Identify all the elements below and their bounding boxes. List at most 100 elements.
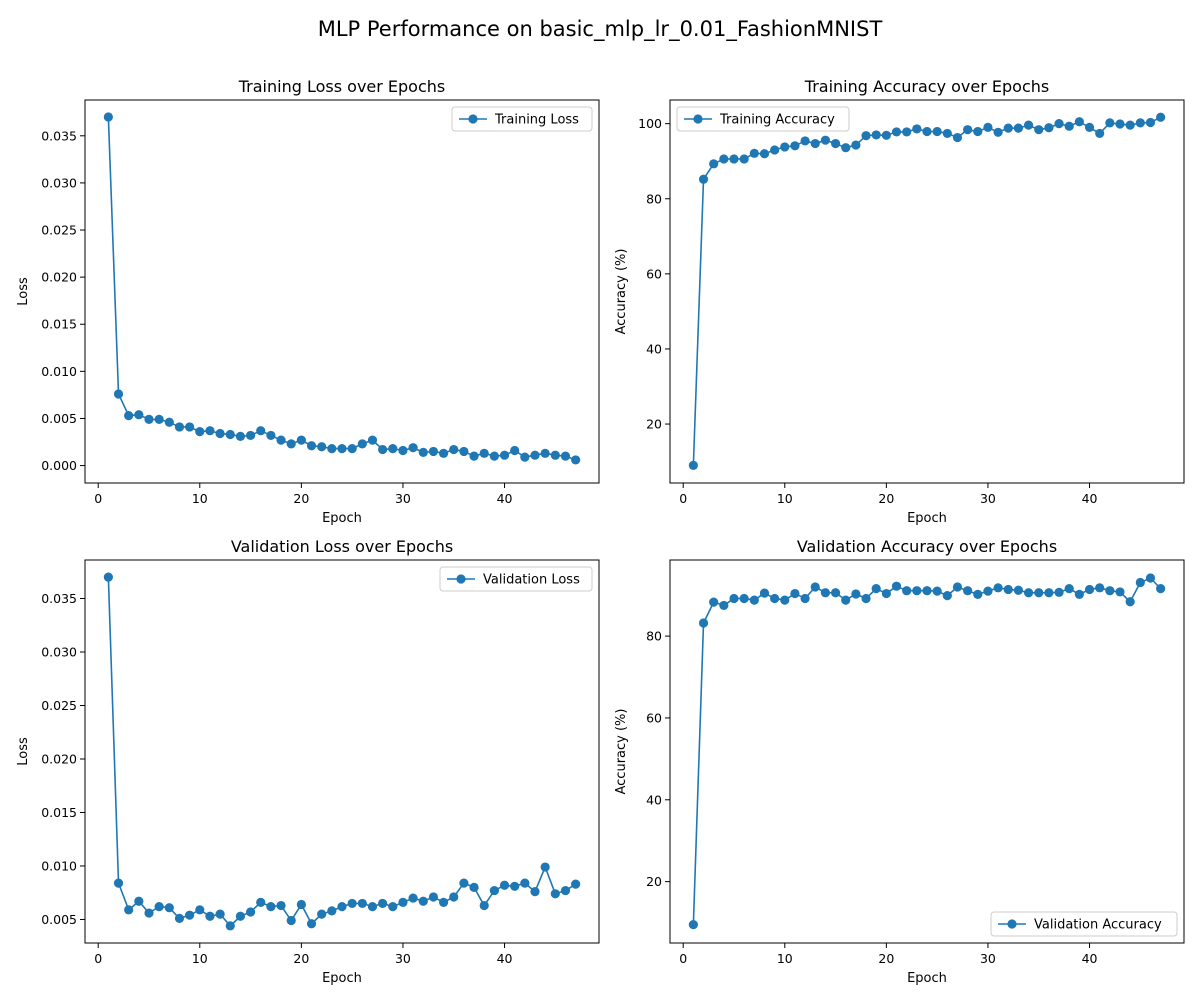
data-point xyxy=(205,426,215,436)
data-point xyxy=(830,138,841,149)
data-point xyxy=(719,600,729,611)
subplot-2: Training Accuracy over Epochs 0 10 20 30 40 20… xyxy=(614,77,1185,526)
data-point xyxy=(790,141,800,151)
legend: Validation Loss xyxy=(439,566,593,592)
x-tick-label: 0 xyxy=(94,491,102,506)
legend-marker xyxy=(1007,919,1017,929)
data-point xyxy=(154,414,164,425)
x-tick-label: 0 xyxy=(94,951,102,966)
data-point xyxy=(337,902,347,912)
legend: Training Accuracy xyxy=(676,106,850,132)
subplot-title: Validation Loss over Epochs xyxy=(231,537,453,556)
data-point xyxy=(317,442,327,452)
data-point xyxy=(912,586,922,596)
y-tick-label: 0.035 xyxy=(41,591,77,606)
data-point xyxy=(1044,123,1054,133)
data-point xyxy=(195,905,205,915)
data-point xyxy=(418,896,428,906)
data-point xyxy=(1135,118,1145,128)
data-point xyxy=(912,124,922,134)
y-axis-label: Accuracy (%) xyxy=(614,249,629,335)
data-point xyxy=(113,389,124,399)
x-tick-label: 10 xyxy=(192,491,208,506)
data-point xyxy=(296,435,306,445)
subplot-title: Validation Accuracy over Epochs xyxy=(797,537,1057,556)
y-tick-label: 0.030 xyxy=(41,175,77,190)
data-point xyxy=(902,586,912,596)
legend-label: Training Loss xyxy=(494,113,579,128)
data-point xyxy=(698,174,709,184)
x-tick-label: 20 xyxy=(293,951,309,966)
subplot-1: Training Loss over Epochs 0 10 20 30 40 0.000 0… xyxy=(16,77,600,526)
data-point xyxy=(759,149,770,159)
y-tick-label: 0.025 xyxy=(41,223,77,238)
data-point xyxy=(1064,584,1074,594)
data-point xyxy=(1054,119,1064,129)
x-tick-label: 30 xyxy=(395,491,411,506)
data-point xyxy=(205,911,215,921)
data-point xyxy=(286,915,296,926)
data-point xyxy=(1115,119,1125,129)
x-axis-label: Epoch xyxy=(322,971,362,986)
data-point xyxy=(215,909,225,919)
subplot-3: Validation Loss over Epochs 0 10 20 30 40 0.00… xyxy=(16,537,600,986)
data-point xyxy=(560,451,571,461)
data-point xyxy=(256,426,266,436)
data-point xyxy=(378,898,388,909)
legend: Validation Accuracy xyxy=(990,911,1178,937)
data-point xyxy=(1105,118,1115,128)
plot-frame xyxy=(669,559,1185,944)
data-point xyxy=(103,112,113,122)
data-point xyxy=(1135,577,1145,588)
data-point xyxy=(367,902,378,912)
x-tick-label: 20 xyxy=(293,491,309,506)
data-point xyxy=(952,582,963,592)
legend-box xyxy=(676,106,850,132)
data-point xyxy=(459,446,469,457)
y-tick-label: 0.020 xyxy=(41,270,77,285)
data-point xyxy=(1105,586,1115,596)
data-point xyxy=(891,127,902,137)
data-point xyxy=(225,921,235,931)
y-tick-label: 80 xyxy=(646,191,662,206)
data-point xyxy=(820,135,831,145)
y-tick-label: 0.010 xyxy=(41,364,77,379)
legend: Training Loss xyxy=(451,106,593,132)
data-point xyxy=(891,581,902,591)
data-point xyxy=(1034,125,1044,135)
data-point xyxy=(540,862,550,872)
data-point xyxy=(1003,123,1013,133)
data-point xyxy=(790,588,800,599)
data-point xyxy=(489,885,499,896)
data-point xyxy=(256,897,266,907)
legend-label: Validation Loss xyxy=(483,573,580,588)
data-point xyxy=(286,439,296,449)
x-tick-label: 10 xyxy=(192,951,208,966)
data-point xyxy=(276,435,286,445)
data-point xyxy=(245,430,256,441)
x-tick-label: 10 xyxy=(777,491,793,506)
data-point xyxy=(266,430,276,441)
data-point xyxy=(418,447,428,457)
data-point xyxy=(1023,120,1034,130)
data-point xyxy=(993,127,1003,137)
data-point xyxy=(327,444,337,454)
data-point xyxy=(449,892,459,902)
data-point xyxy=(871,584,881,594)
data-point xyxy=(729,593,739,604)
data-point xyxy=(235,911,246,921)
legend-box xyxy=(451,106,593,132)
data-point xyxy=(174,422,185,432)
y-tick-label: 0.025 xyxy=(41,698,77,713)
data-point xyxy=(469,451,479,461)
data-point xyxy=(520,878,530,888)
data-point xyxy=(124,411,134,421)
data-point xyxy=(266,902,276,912)
data-point xyxy=(1074,589,1084,599)
data-point xyxy=(479,900,489,911)
data-point xyxy=(698,618,709,628)
data-point xyxy=(378,444,388,455)
data-point xyxy=(1013,123,1024,133)
y-tick-label: 40 xyxy=(646,341,662,356)
data-point xyxy=(942,590,952,601)
